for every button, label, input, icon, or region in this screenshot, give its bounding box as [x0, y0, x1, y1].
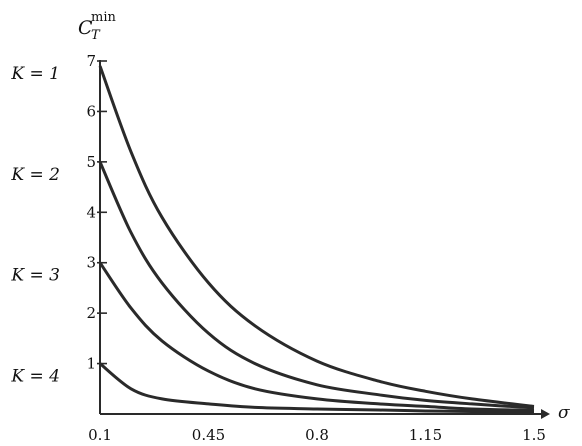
series-line-k1 [98, 65, 535, 408]
y-axis-title-subscript: T [91, 28, 101, 43]
series-label: K = 2 [10, 165, 60, 185]
x-axis-ticks: 0.1 0.45 0.8 1.15 1.5 [88, 426, 546, 444]
y-axis-title-superscript: min [91, 10, 116, 25]
y-axis-ticks: 1 2 3 4 5 6 7 [86, 52, 107, 373]
series-label: K = 1 [10, 64, 60, 84]
x-tick-label: 1.5 [522, 426, 546, 444]
y-tick-label: 1 [86, 355, 96, 373]
series-line-k2 [98, 161, 535, 410]
y-tick-label: 7 [86, 52, 96, 70]
series-label: K = 3 [10, 266, 60, 286]
x-axis-arrowhead [541, 409, 550, 419]
y-tick-label: 3 [86, 254, 96, 272]
y-tick-label: 5 [86, 153, 96, 171]
x-tick-label: 0.1 [88, 426, 112, 444]
series-label: K = 4 [10, 367, 60, 387]
y-tick-label: 6 [86, 102, 96, 120]
x-tick-label: 0.45 [192, 426, 225, 444]
x-tick-label: 1.15 [409, 426, 442, 444]
y-axis-title: C T min [78, 10, 116, 43]
x-axis-title: σ [558, 403, 570, 423]
series-lines [98, 65, 535, 414]
series-line-k4 [99, 362, 535, 414]
x-tick-label: 0.8 [305, 426, 329, 444]
series-line-k3 [98, 261, 535, 412]
y-tick-label: 2 [86, 304, 96, 322]
series-labels: K = 1 K = 2 K = 3 K = 4 [10, 64, 60, 387]
y-tick-label: 4 [86, 203, 96, 221]
y-axis-title-main: C [78, 17, 93, 39]
